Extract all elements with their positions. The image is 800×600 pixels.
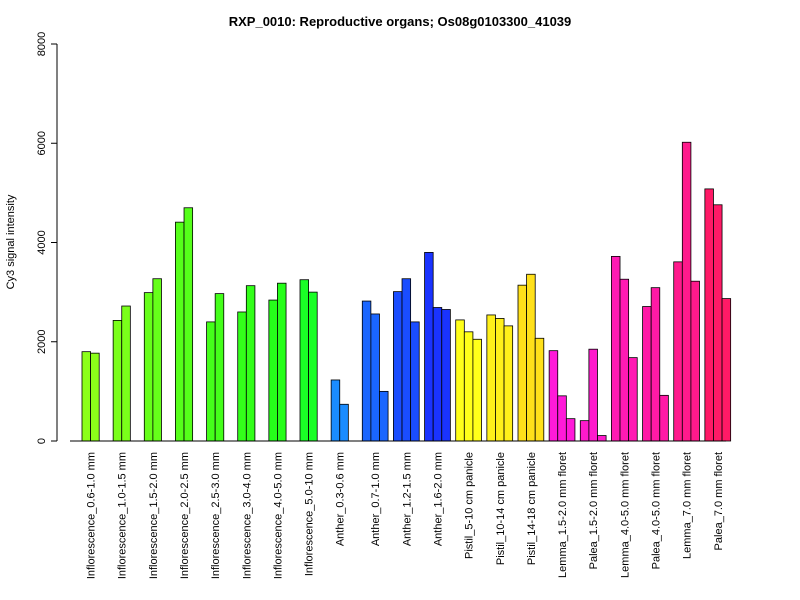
- bar: [237, 311, 247, 442]
- bar: [121, 305, 131, 442]
- bar: [713, 204, 723, 442]
- bar: [455, 319, 465, 442]
- bar: [245, 285, 256, 442]
- bar: [183, 207, 194, 442]
- bar: [597, 435, 607, 442]
- bar: [579, 420, 590, 442]
- bar: [673, 261, 683, 442]
- category-label: Lemma_1.5-2.0 mm floret: [557, 452, 569, 578]
- bar: [486, 314, 496, 442]
- bar: [588, 348, 598, 442]
- bar: [330, 379, 341, 442]
- bar: [704, 188, 714, 442]
- bar: [526, 273, 536, 442]
- bar: [370, 313, 380, 442]
- category-label: Anther_0.3-0.6 mm: [335, 452, 347, 546]
- bar: [642, 306, 652, 442]
- y-tick-label: 4000: [36, 230, 48, 254]
- category-label: Pistil_10-14 cm panicle: [495, 452, 507, 565]
- bar: [401, 278, 412, 442]
- bar: [463, 331, 474, 442]
- bar: [534, 337, 545, 442]
- chart-title: RXP_0010: Reproductive organs; Os08g0103…: [229, 14, 572, 29]
- bar: [441, 309, 451, 442]
- bar: [472, 338, 482, 442]
- bar: [277, 282, 287, 442]
- y-tick-label: 8000: [36, 32, 48, 56]
- bar: [112, 320, 123, 442]
- bars: [81, 141, 732, 442]
- category-label: Pistil_14-18 cm panicle: [526, 452, 538, 565]
- bar: [650, 287, 661, 442]
- y-tick-label: 0: [36, 438, 48, 444]
- bar: [379, 390, 389, 442]
- category-label: Anther_1.2-1.5 mm: [401, 452, 413, 546]
- bar: [557, 395, 567, 442]
- bar: [495, 318, 505, 442]
- y-axis: 0 2000 4000 6000 8000: [36, 32, 58, 444]
- bar: [175, 221, 185, 442]
- bar: [690, 280, 700, 442]
- bar: [432, 307, 443, 442]
- y-tick-label: 2000: [36, 330, 48, 354]
- bar: [517, 284, 528, 442]
- y-tick-label: 6000: [36, 131, 48, 155]
- bar: [206, 321, 216, 442]
- category-label: Pistil_5-10 cm panicle: [464, 452, 476, 559]
- category-label: Lemma_7.0 mm floret: [682, 452, 694, 559]
- category-label: Inflorescence_3.0-4.0 mm: [241, 452, 253, 579]
- bar: [659, 394, 669, 442]
- bar: [681, 141, 692, 442]
- category-label: Palea_1.5-2.0 mm floret: [588, 452, 600, 569]
- category-label: Anther_0.7-1.0 mm: [370, 452, 382, 546]
- category-label: Inflorescence_2.5-3.0 mm: [210, 452, 222, 579]
- bar: [619, 278, 630, 442]
- category-labels: Inflorescence_0.6-1.0 mm Inflorescence_1.…: [86, 452, 725, 579]
- bar: [628, 357, 638, 442]
- bar: [268, 299, 278, 442]
- bar: [299, 279, 310, 442]
- bar: [611, 255, 621, 442]
- bar: [81, 351, 92, 442]
- bar: [565, 418, 576, 442]
- category-label: Inflorescence_2.0-2.5 mm: [179, 452, 191, 579]
- bar: [721, 298, 732, 442]
- bar: [308, 291, 318, 442]
- category-label: Anther_1.6-2.0 mm: [432, 452, 444, 546]
- bar: [424, 252, 434, 442]
- bar: [548, 350, 559, 442]
- category-label: Inflorescence_4.0-5.0 mm: [272, 452, 284, 579]
- bar: [410, 321, 420, 442]
- y-axis-label: Cy3 signal intensity: [5, 194, 17, 289]
- bar: [90, 352, 100, 442]
- category-label: Inflorescence_5.0-10 mm: [304, 452, 316, 576]
- category-label: Inflorescence_0.6-1.0 mm: [86, 452, 98, 579]
- bar: [143, 292, 154, 442]
- category-label: Lemma_4.0-5.0 mm floret: [619, 452, 631, 578]
- category-label: Palea_7.0 mm floret: [713, 452, 725, 550]
- bar: [339, 403, 349, 442]
- bar: [214, 293, 225, 442]
- bar: [393, 291, 403, 442]
- bar: [361, 300, 372, 442]
- bar: [152, 278, 162, 442]
- category-label: Palea_4.0-5.0 mm floret: [650, 452, 662, 569]
- category-label: Inflorescence_1.5-2.0 mm: [148, 452, 160, 579]
- bar: [503, 325, 514, 442]
- category-label: Inflorescence_1.0-1.5 mm: [117, 452, 129, 579]
